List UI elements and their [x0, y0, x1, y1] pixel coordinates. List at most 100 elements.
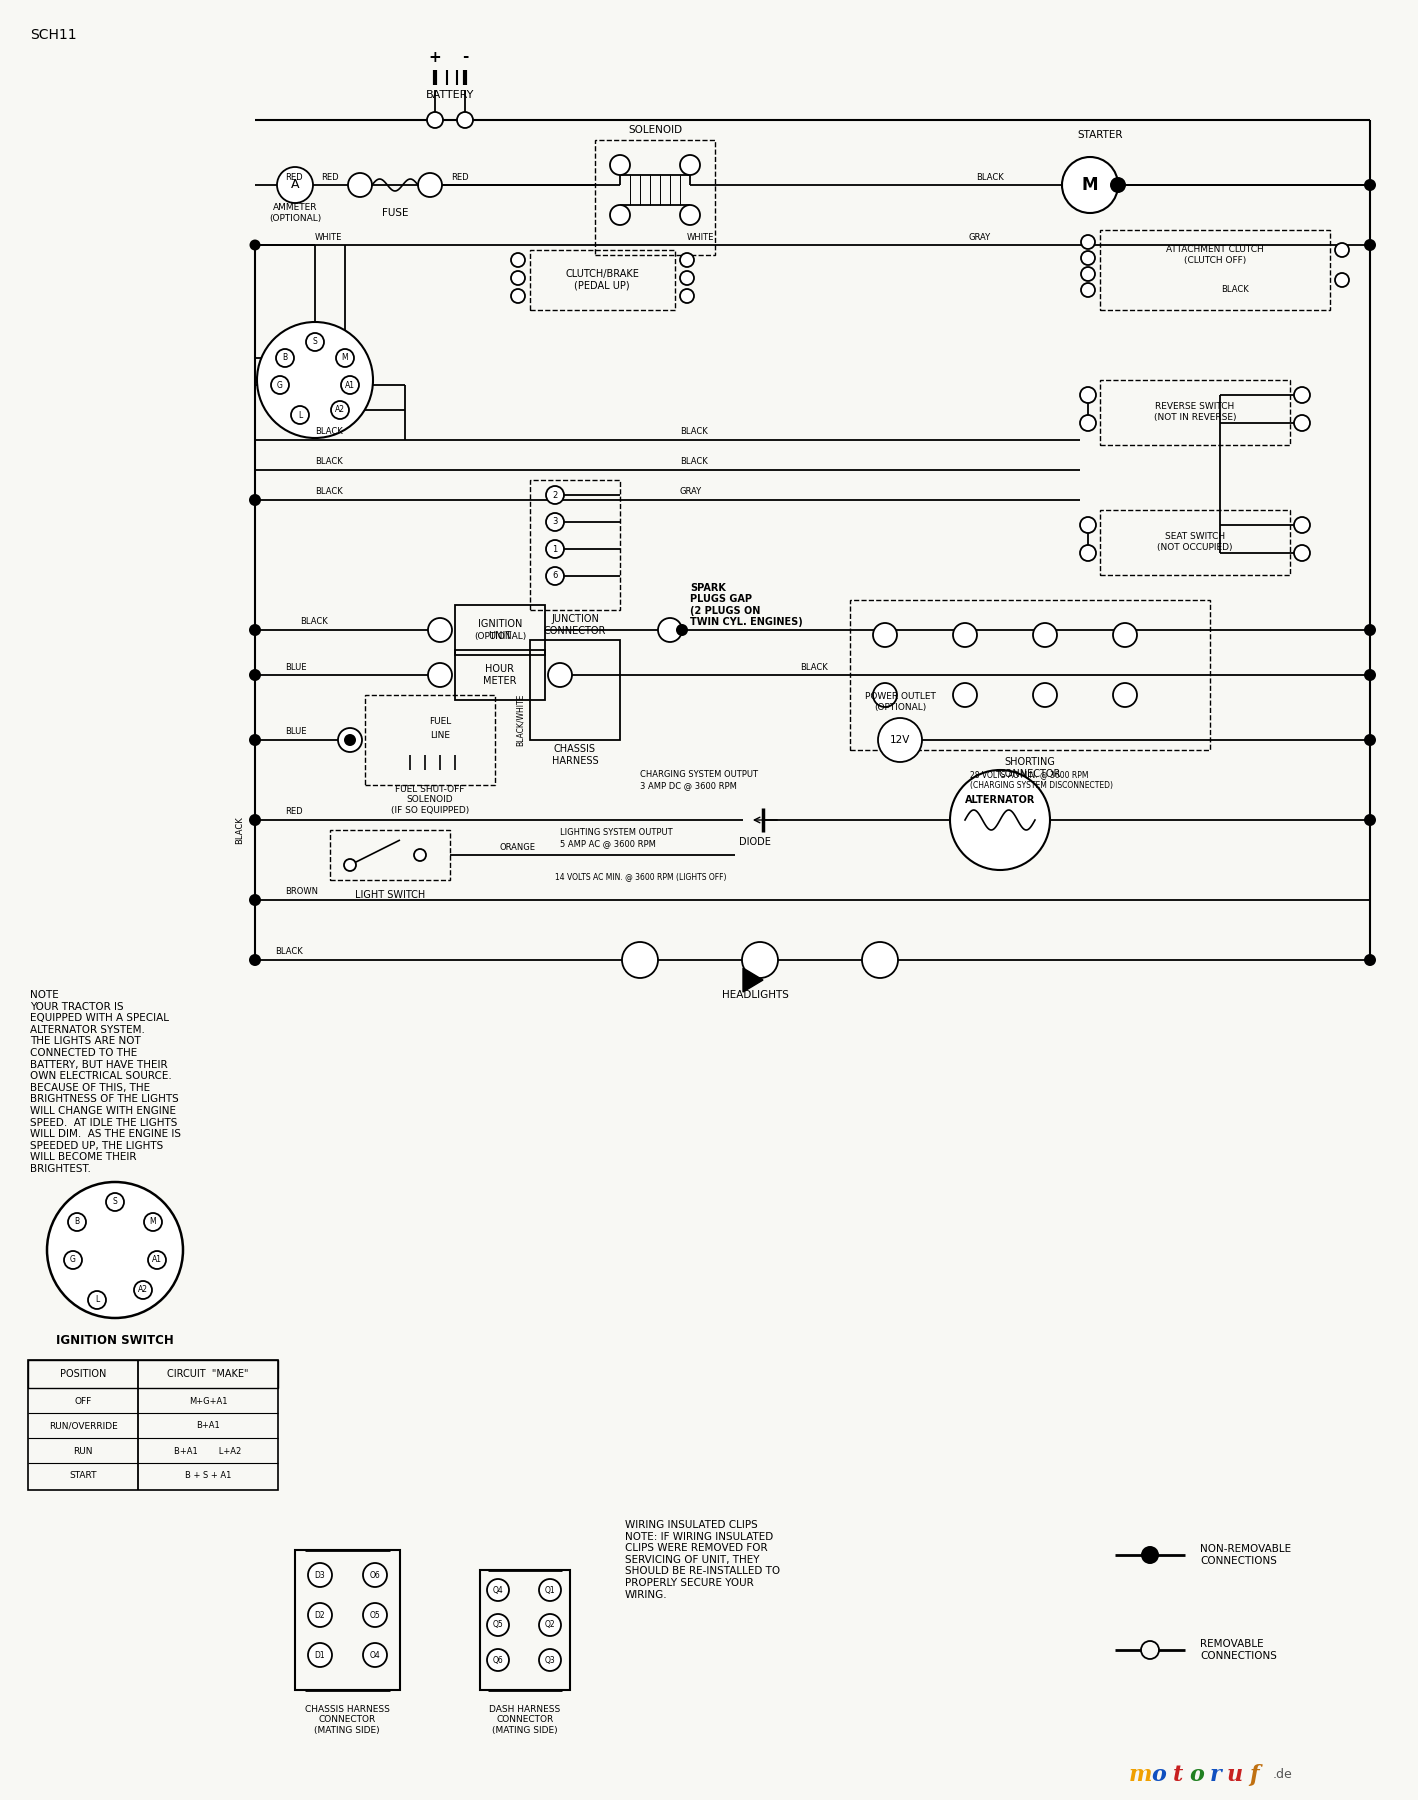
Circle shape — [1081, 545, 1096, 562]
Circle shape — [510, 272, 525, 284]
Text: A1: A1 — [152, 1256, 162, 1264]
Text: RED: RED — [322, 173, 339, 182]
Circle shape — [1364, 734, 1375, 745]
Circle shape — [1081, 517, 1096, 533]
Text: Q4: Q4 — [492, 1586, 503, 1595]
Circle shape — [250, 670, 261, 680]
Circle shape — [347, 173, 372, 196]
Text: AMMETER
(OPTIONAL): AMMETER (OPTIONAL) — [269, 203, 320, 223]
Text: BROWN: BROWN — [285, 887, 318, 896]
Circle shape — [363, 1643, 387, 1667]
Circle shape — [250, 734, 261, 745]
Text: S: S — [112, 1197, 118, 1206]
Circle shape — [950, 770, 1049, 869]
Circle shape — [1334, 274, 1349, 286]
Circle shape — [308, 1643, 332, 1667]
Text: RED: RED — [451, 173, 469, 182]
Circle shape — [1113, 623, 1137, 646]
Text: t: t — [1173, 1764, 1183, 1786]
Text: Q1: Q1 — [545, 1586, 556, 1595]
Circle shape — [1081, 416, 1096, 430]
Text: CLUTCH/BRAKE
(PEDAL UP): CLUTCH/BRAKE (PEDAL UP) — [564, 270, 640, 292]
Text: G: G — [69, 1256, 77, 1264]
Text: GRAY: GRAY — [681, 488, 702, 497]
Text: L: L — [298, 410, 302, 419]
Text: ORANGE: ORANGE — [501, 842, 536, 851]
Circle shape — [418, 173, 442, 196]
Circle shape — [953, 682, 977, 707]
Text: 2: 2 — [553, 490, 557, 499]
Circle shape — [1113, 682, 1137, 707]
Circle shape — [1081, 283, 1095, 297]
Circle shape — [277, 167, 313, 203]
Circle shape — [539, 1579, 562, 1600]
Text: FUSE: FUSE — [381, 209, 408, 218]
Text: BLUE: BLUE — [285, 727, 306, 736]
Circle shape — [457, 112, 474, 128]
Text: WHITE: WHITE — [686, 232, 713, 241]
Text: NON-REMOVABLE
CONNECTIONS: NON-REMOVABLE CONNECTIONS — [1200, 1544, 1292, 1566]
Circle shape — [145, 1213, 162, 1231]
Circle shape — [510, 254, 525, 266]
Text: CHASSIS HARNESS
CONNECTOR
(MATING SIDE): CHASSIS HARNESS CONNECTOR (MATING SIDE) — [305, 1705, 390, 1735]
Text: LINE: LINE — [430, 731, 450, 740]
Circle shape — [250, 239, 261, 250]
Circle shape — [1295, 545, 1310, 562]
Circle shape — [486, 1649, 509, 1670]
Text: o: o — [1151, 1764, 1167, 1786]
Circle shape — [681, 205, 700, 225]
Text: B: B — [282, 353, 288, 362]
Text: CHARGING SYSTEM OUTPUT
3 AMP DC @ 3600 RPM: CHARGING SYSTEM OUTPUT 3 AMP DC @ 3600 R… — [640, 770, 759, 790]
Circle shape — [1364, 625, 1375, 635]
Text: L: L — [95, 1296, 99, 1305]
Text: BLACK: BLACK — [976, 173, 1004, 182]
Text: +: + — [428, 49, 441, 65]
Circle shape — [681, 290, 693, 302]
Circle shape — [291, 407, 309, 425]
Text: SPARK
PLUGS GAP
(2 PLUGS ON
TWIN CYL. ENGINES): SPARK PLUGS GAP (2 PLUGS ON TWIN CYL. EN… — [691, 583, 803, 628]
Circle shape — [106, 1193, 123, 1211]
Text: 14 VOLTS AC MIN. @ 3600 RPM (LIGHTS OFF): 14 VOLTS AC MIN. @ 3600 RPM (LIGHTS OFF) — [554, 873, 726, 882]
Text: NOTE
YOUR TRACTOR IS
EQUIPPED WITH A SPECIAL
ALTERNATOR SYSTEM.
THE LIGHTS ARE N: NOTE YOUR TRACTOR IS EQUIPPED WITH A SPE… — [30, 990, 182, 1174]
Text: r: r — [1210, 1764, 1222, 1786]
Circle shape — [546, 486, 564, 504]
Circle shape — [1032, 682, 1056, 707]
Text: POWER OUTLET
(OPTIONAL): POWER OUTLET (OPTIONAL) — [865, 693, 936, 711]
Circle shape — [878, 718, 922, 761]
Circle shape — [486, 1615, 509, 1636]
Text: BLACK: BLACK — [1221, 286, 1249, 295]
Text: Q6: Q6 — [492, 1656, 503, 1665]
Text: B + S + A1: B + S + A1 — [184, 1472, 231, 1480]
Circle shape — [681, 155, 700, 175]
Circle shape — [363, 1604, 387, 1627]
Text: BLACK/WHITE: BLACK/WHITE — [516, 693, 525, 747]
Text: OFF: OFF — [74, 1397, 92, 1406]
Circle shape — [428, 617, 452, 643]
Text: IGNITION SWITCH: IGNITION SWITCH — [57, 1334, 174, 1346]
Circle shape — [277, 349, 294, 367]
Circle shape — [676, 625, 688, 635]
Text: POSITION: POSITION — [60, 1370, 106, 1379]
Text: CIRCUIT  "MAKE": CIRCUIT "MAKE" — [167, 1370, 248, 1379]
Circle shape — [47, 1183, 183, 1318]
Circle shape — [1081, 387, 1096, 403]
Circle shape — [1081, 250, 1095, 265]
Circle shape — [133, 1282, 152, 1300]
Circle shape — [510, 290, 525, 302]
Circle shape — [1141, 1642, 1159, 1660]
Circle shape — [427, 112, 442, 128]
Text: ATTACHMENT CLUTCH
(CLUTCH OFF): ATTACHMENT CLUTCH (CLUTCH OFF) — [1166, 245, 1263, 265]
Circle shape — [340, 376, 359, 394]
Text: M: M — [1082, 176, 1099, 194]
Bar — [1100, 380, 1290, 445]
Circle shape — [1295, 387, 1310, 403]
Circle shape — [546, 567, 564, 585]
Circle shape — [873, 682, 898, 707]
Circle shape — [547, 662, 571, 688]
Circle shape — [539, 1615, 562, 1636]
Bar — [28, 1361, 278, 1490]
Circle shape — [1295, 416, 1310, 430]
Circle shape — [610, 155, 630, 175]
Text: RUN/OVERRIDE: RUN/OVERRIDE — [48, 1422, 118, 1431]
Text: B: B — [74, 1217, 79, 1226]
